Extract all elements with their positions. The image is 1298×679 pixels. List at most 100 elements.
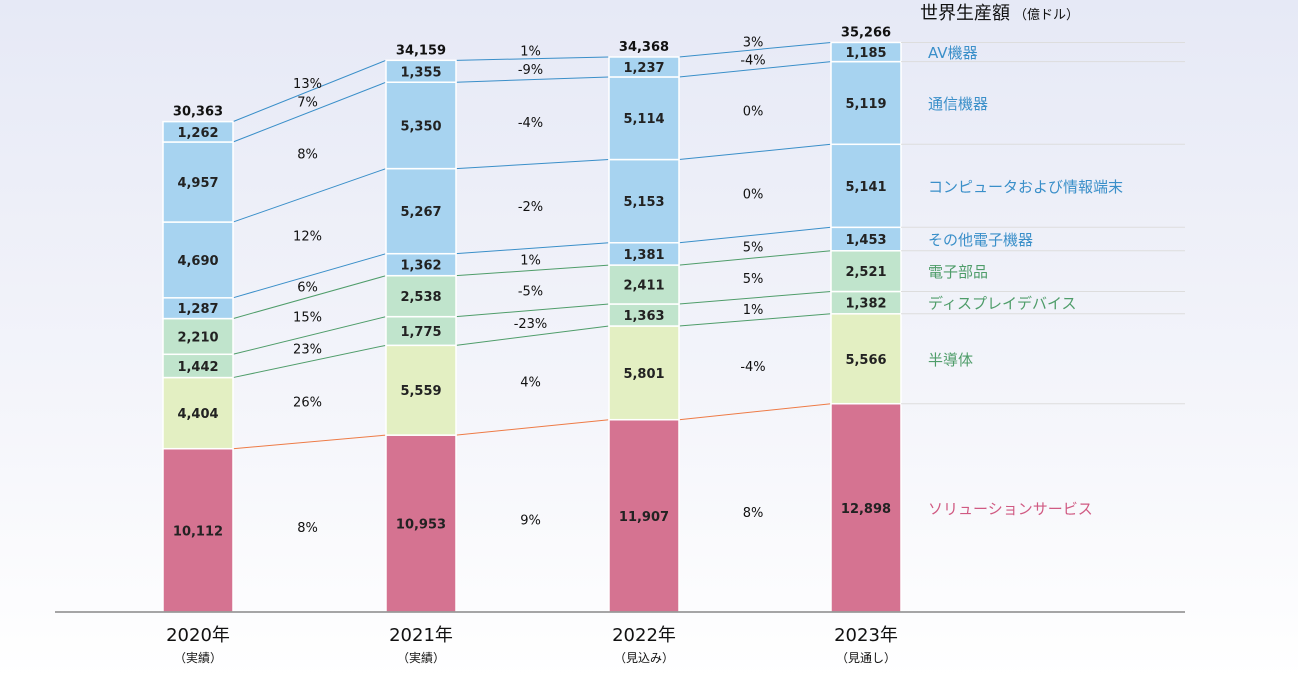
connector-line	[232, 253, 387, 299]
x-axis: 2020年 （実績） 2021年 （実績） 2022年 （見込み） 2023年 （見通し）	[166, 625, 898, 665]
bar-value-label: 1,453	[845, 233, 886, 248]
growth-rate-label: 26%	[293, 396, 322, 411]
bar-value-label: 2,411	[623, 279, 664, 294]
growth-rate-label: 0%	[743, 105, 764, 120]
bar-segment	[385, 434, 457, 613]
bar-value-label: 1,287	[177, 302, 218, 317]
growth-rate-label: 8%	[297, 521, 318, 536]
connector-line	[232, 168, 387, 223]
connector-line	[455, 419, 610, 436]
bar-segment	[830, 313, 902, 405]
bar-value-label: 4,690	[177, 254, 218, 269]
bar-total-label: 35,266	[841, 25, 891, 40]
bar-segment	[385, 81, 457, 170]
bar-total-label: 34,159	[396, 43, 446, 58]
bar-value-label: 5,141	[845, 180, 886, 195]
bar-value-label: 12,898	[841, 502, 891, 517]
growth-rate-label: 15%	[293, 310, 322, 325]
bar-segment	[608, 56, 680, 78]
bar-segment	[385, 59, 457, 83]
connector-line	[455, 264, 610, 277]
connector-line	[678, 61, 832, 78]
bar-value-label: 1,381	[623, 248, 664, 263]
bar-segment	[162, 376, 234, 450]
connector-line	[678, 290, 832, 305]
bar-value-label: 2,210	[177, 330, 218, 345]
bar-value-label: 11,907	[619, 510, 669, 525]
growth-rate-label: 9%	[520, 514, 541, 529]
bar-value-label: 2,521	[845, 265, 886, 280]
bar-value-label: 4,957	[177, 176, 218, 191]
connector-line	[678, 250, 832, 266]
bar-value-label: 1,262	[177, 126, 218, 141]
bar-segment	[830, 60, 902, 146]
connector-line	[678, 226, 832, 244]
connector-line	[232, 434, 387, 450]
growth-rate-label: 5%	[743, 272, 764, 287]
bar-segment	[608, 418, 680, 613]
connector-line	[455, 242, 610, 255]
bar-segment	[385, 274, 457, 318]
growth-rate-label: -23%	[514, 317, 548, 332]
connector-line	[455, 76, 610, 83]
x-tick-note: （実績）	[397, 650, 445, 665]
growth-rate-label: -4%	[740, 360, 765, 375]
x-tick-note: （実績）	[174, 650, 222, 665]
connector-line	[232, 344, 387, 379]
bar-segment	[385, 344, 457, 436]
legend-item: ソリューションサービス	[928, 500, 1093, 518]
chart-title: 世界生産額 （億ドル）	[920, 3, 1079, 24]
legend-item: 電子部品	[928, 263, 988, 281]
bar-value-label: 4,404	[177, 407, 218, 422]
growth-rate-label: 3%	[743, 36, 764, 51]
x-tick-label: 2020年	[166, 625, 230, 646]
connector-line	[455, 325, 610, 346]
bar-segment	[830, 41, 902, 63]
legend-item: ディスプレイデバイス	[928, 295, 1077, 313]
growth-rate-label: 13%	[293, 77, 322, 92]
bar-segment	[608, 76, 680, 161]
x-tick-label: 2023年	[834, 625, 898, 646]
growth-rate-label: 8%	[743, 506, 764, 521]
x-tick-note: （見通し）	[836, 651, 896, 665]
bar-value-label: 5,267	[400, 205, 441, 220]
growth-rate-label: 8%	[297, 148, 318, 163]
growth-rate-label: -9%	[518, 63, 543, 78]
bar-segment	[162, 317, 234, 356]
growth-rate-label: -5%	[518, 284, 543, 299]
connector-line	[678, 143, 832, 161]
bar-total-label: 34,368	[619, 40, 669, 55]
connector-line	[678, 41, 832, 58]
connector-line	[678, 403, 832, 421]
legend-guide-lines	[901, 41, 1185, 405]
growth-rate-label: 1%	[743, 303, 764, 318]
bar-value-label: 1,237	[623, 61, 664, 76]
connector-line	[232, 59, 387, 123]
x-tick-label: 2022年	[612, 625, 676, 646]
bar-segment	[385, 315, 457, 347]
bar-value-label: 5,801	[623, 367, 664, 382]
connector-line	[455, 56, 610, 61]
bar-total-label: 30,363	[173, 105, 223, 120]
bar-value-label: 5,566	[845, 353, 886, 368]
legend-item: 半導体	[928, 351, 973, 369]
bar-segment	[385, 167, 457, 255]
connector-line	[455, 303, 610, 318]
chart-title-unit: （億ドル）	[1014, 7, 1079, 23]
connector-lines	[232, 41, 832, 450]
growth-rate-label: 1%	[520, 253, 541, 268]
x-tick-label: 2021年	[389, 625, 453, 646]
bar-segment	[830, 250, 902, 293]
growth-rate-label: -4%	[740, 54, 765, 69]
legend-item: 通信機器	[928, 95, 988, 113]
bar-segment	[162, 141, 234, 223]
growth-rate-label: 23%	[293, 342, 322, 357]
legend-item: コンピュータおよび情報端末	[928, 178, 1123, 196]
connector-line	[232, 316, 387, 355]
chart-title-main: 世界生産額	[920, 3, 1010, 24]
bar-value-label: 5,559	[400, 384, 441, 399]
legend-item: その他電子機器	[928, 231, 1033, 249]
bar-segment	[830, 402, 902, 613]
